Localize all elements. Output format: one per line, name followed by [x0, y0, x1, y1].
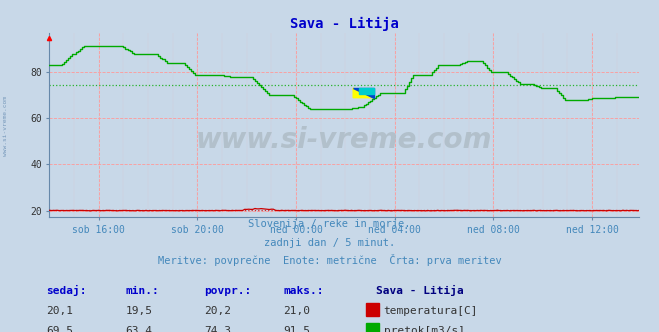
Text: www.si-vreme.com: www.si-vreme.com — [196, 126, 492, 154]
Text: povpr.:: povpr.: — [204, 286, 252, 296]
Text: Slovenija / reke in morje.: Slovenija / reke in morje. — [248, 219, 411, 229]
Polygon shape — [353, 88, 374, 98]
Text: 91,5: 91,5 — [283, 326, 310, 332]
Text: pretok[m3/s]: pretok[m3/s] — [384, 326, 465, 332]
Title: Sava - Litija: Sava - Litija — [290, 17, 399, 31]
Text: 63,4: 63,4 — [125, 326, 152, 332]
Polygon shape — [353, 88, 374, 98]
Text: 74,3: 74,3 — [204, 326, 231, 332]
Text: maks.:: maks.: — [283, 286, 324, 296]
Text: 19,5: 19,5 — [125, 306, 152, 316]
Text: Sava - Litija: Sava - Litija — [376, 285, 463, 296]
Text: 21,0: 21,0 — [283, 306, 310, 316]
Text: 20,2: 20,2 — [204, 306, 231, 316]
Text: 20,1: 20,1 — [46, 306, 73, 316]
Text: zadnji dan / 5 minut.: zadnji dan / 5 minut. — [264, 238, 395, 248]
Text: min.:: min.: — [125, 286, 159, 296]
Text: 69,5: 69,5 — [46, 326, 73, 332]
Text: Meritve: povprečne  Enote: metrične  Črta: prva meritev: Meritve: povprečne Enote: metrične Črta:… — [158, 254, 501, 266]
Text: sedaj:: sedaj: — [46, 285, 86, 296]
Polygon shape — [359, 88, 374, 95]
Text: temperatura[C]: temperatura[C] — [384, 306, 478, 316]
Text: www.si-vreme.com: www.si-vreme.com — [3, 96, 8, 156]
